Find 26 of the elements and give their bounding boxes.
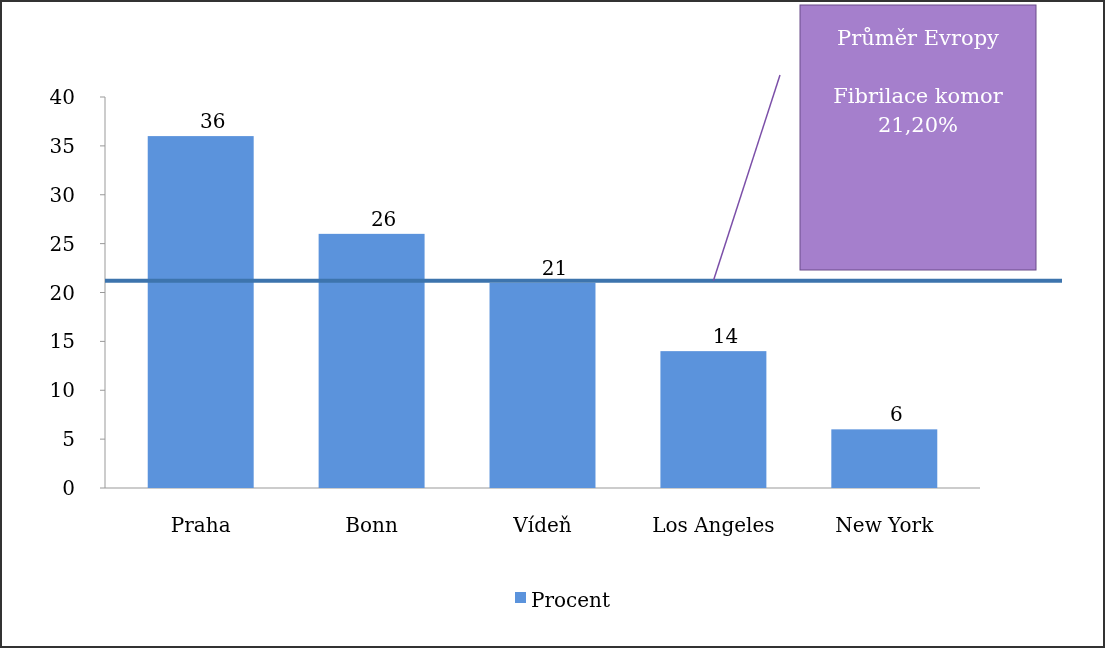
bar [147, 136, 254, 488]
y-tick-label: 35 [49, 133, 75, 158]
bar [660, 351, 767, 488]
x-tick-label: Praha [170, 513, 231, 537]
bar [831, 429, 938, 488]
x-tick-label: Los Angeles [652, 513, 775, 537]
bar [489, 282, 596, 488]
legend-label: Procent [531, 588, 611, 612]
y-tick-label: 10 [49, 378, 75, 403]
x-tick-label: Bonn [345, 513, 398, 537]
x-tick-label: Vídeň [512, 513, 572, 537]
y-tick-label: 25 [49, 231, 75, 256]
data-label: 21 [541, 255, 568, 280]
data-label: 36 [199, 109, 226, 134]
text: Průměr Evropy Fibrilace komor 21,20% [833, 26, 1003, 137]
data-label: 26 [370, 206, 397, 231]
y-tick-label: 0 [62, 476, 75, 500]
y-tick-label: 15 [49, 329, 75, 354]
data-label: 6 [889, 402, 903, 427]
bar [318, 233, 425, 488]
y-tick-label: 20 [49, 280, 75, 305]
y-tick-label: 5 [62, 427, 75, 452]
x-tick-label: New York [835, 513, 935, 537]
data-label: 14 [712, 324, 739, 349]
y-tick-label: 40 [49, 85, 75, 109]
y-tick-label: 30 [49, 182, 75, 207]
